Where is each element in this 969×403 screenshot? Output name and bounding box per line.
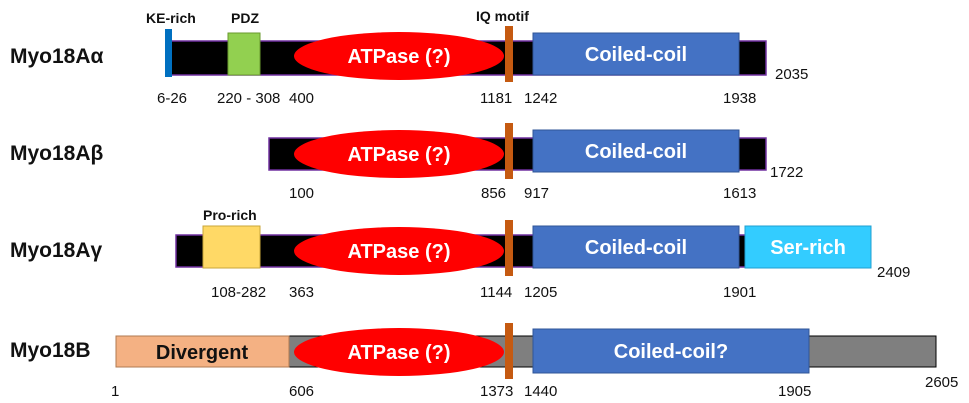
num-length: 2409: [877, 264, 910, 281]
iq-motif: [505, 26, 513, 82]
coiled-coil-domain: [532, 32, 740, 76]
protein-name: Myo18Aβ: [10, 142, 104, 165]
num-coiled-end: 1901: [723, 284, 756, 301]
num-pdz: 220 - 308: [217, 90, 280, 107]
num-length: 1722: [770, 164, 803, 181]
num-iq: 1144: [480, 284, 512, 301]
coiled-coil-domain: [532, 129, 740, 173]
protein-myo18a-beta: Myo18Aβ ATPase (?) Coiled-coil 100 856 9…: [10, 123, 803, 202]
num-iq: 856: [481, 185, 506, 202]
coiled-coil-domain: [532, 225, 740, 269]
divergent-label: Divergent: [156, 342, 249, 364]
protein-myo18b: Myo18B Divergent ATPase (?) Coiled-coil?…: [10, 323, 958, 400]
num-coiled-start: 1242: [524, 90, 557, 107]
divergent-domain: [115, 335, 290, 368]
atpase-label: ATPase (?): [348, 46, 451, 68]
num-iq: 1373: [480, 383, 513, 400]
iq-motif: [505, 123, 513, 179]
coiled-coil-label: Coiled-coil: [585, 141, 687, 163]
num-coiled-start: 1205: [524, 284, 557, 301]
pro-rich-domain: [202, 225, 261, 269]
num-coiled-start: 1440: [524, 383, 557, 400]
num-coiled-end: 1905: [778, 383, 811, 400]
atpase-domain: [294, 130, 504, 178]
num-start: 1: [111, 383, 119, 400]
iq-motif: [505, 220, 513, 276]
ser-rich-domain: [744, 225, 872, 269]
num-iq: 1181: [480, 90, 512, 107]
num-pro-rich: 108-282: [211, 284, 266, 301]
num-coiled-end: 1938: [723, 90, 756, 107]
iq-motif: [505, 323, 513, 379]
atpase-domain: [294, 328, 504, 376]
pro-rich-label: Pro-rich: [203, 207, 257, 223]
protein-myo18a-alpha: Myo18Aα KE-rich PDZ ATPase (?) IQ motif …: [10, 8, 808, 107]
num-length: 2035: [775, 66, 808, 83]
pdz-domain: [227, 32, 261, 76]
atpase-label: ATPase (?): [348, 241, 451, 263]
num-ke-rich: 6-26: [157, 90, 187, 107]
pdz-label: PDZ: [231, 10, 259, 26]
ke-rich-marker: [165, 29, 172, 77]
atpase-label: ATPase (?): [348, 144, 451, 166]
atpase-domain: [294, 227, 504, 275]
ser-rich-label: Ser-rich: [770, 237, 846, 259]
num-atpase-start: 363: [289, 284, 314, 301]
num-coiled-start: 917: [524, 185, 549, 202]
iq-motif-label: IQ motif: [476, 8, 529, 24]
protein-name: Myo18B: [10, 339, 91, 362]
coiled-coil-label: Coiled-coil: [585, 44, 687, 66]
atpase-label: ATPase (?): [348, 342, 451, 364]
protein-name: Myo18Aγ: [10, 239, 103, 262]
coiled-coil-label: Coiled-coil: [585, 237, 687, 259]
ke-rich-label: KE-rich: [146, 10, 196, 26]
num-atpase-start: 606: [289, 383, 314, 400]
protein-name: Myo18Aα: [10, 45, 104, 68]
coiled-coil-domain: [532, 328, 810, 374]
num-length: 2605: [925, 374, 958, 391]
atpase-domain: [294, 32, 504, 80]
num-coiled-end: 1613: [723, 185, 756, 202]
num-atpase-start: 100: [289, 185, 314, 202]
num-atpase-start: 400: [289, 90, 314, 107]
protein-myo18a-gamma: Myo18Aγ Pro-rich ATPase (?) Coiled-coil …: [10, 207, 910, 301]
coiled-coil-label: Coiled-coil?: [614, 341, 728, 363]
